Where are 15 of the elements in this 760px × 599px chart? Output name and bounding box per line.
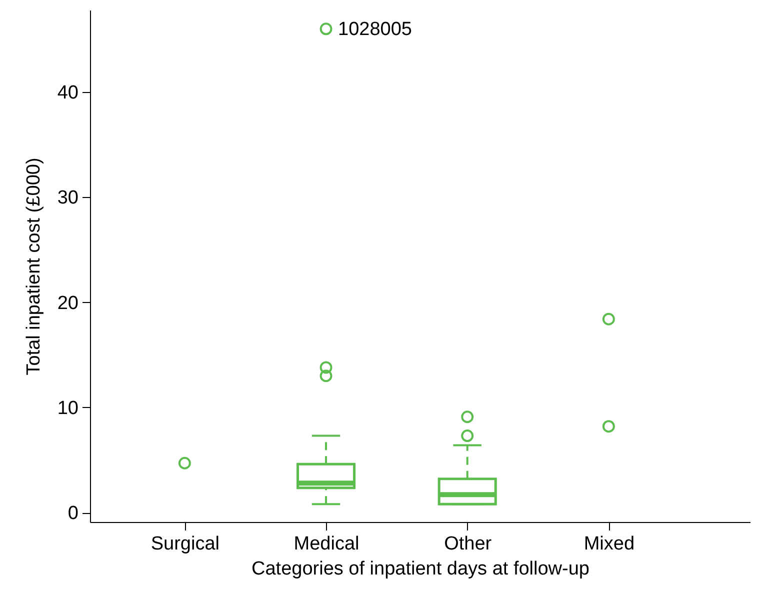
- y-tick-label: 10: [57, 398, 78, 419]
- x-tick-label: Medical: [294, 534, 360, 554]
- x-tick-label: Surgical: [150, 534, 220, 554]
- y-tick-label: 20: [57, 292, 78, 314]
- x-tick-label: Other: [444, 534, 492, 554]
- point: [320, 22, 332, 36]
- y-tick-label: 0: [68, 503, 78, 524]
- point: [178, 456, 191, 470]
- x-axis-title: Categories of inpatient days at follow-up: [252, 558, 590, 580]
- y-tick-label: 30: [57, 188, 78, 209]
- point: [602, 420, 615, 433]
- y-axis-title: Total inpatient cost (£000): [23, 158, 44, 376]
- annotation: 1028005: [338, 18, 412, 40]
- x-tick-label: Mixed: [584, 534, 635, 554]
- y-tick-label: 40: [57, 82, 78, 104]
